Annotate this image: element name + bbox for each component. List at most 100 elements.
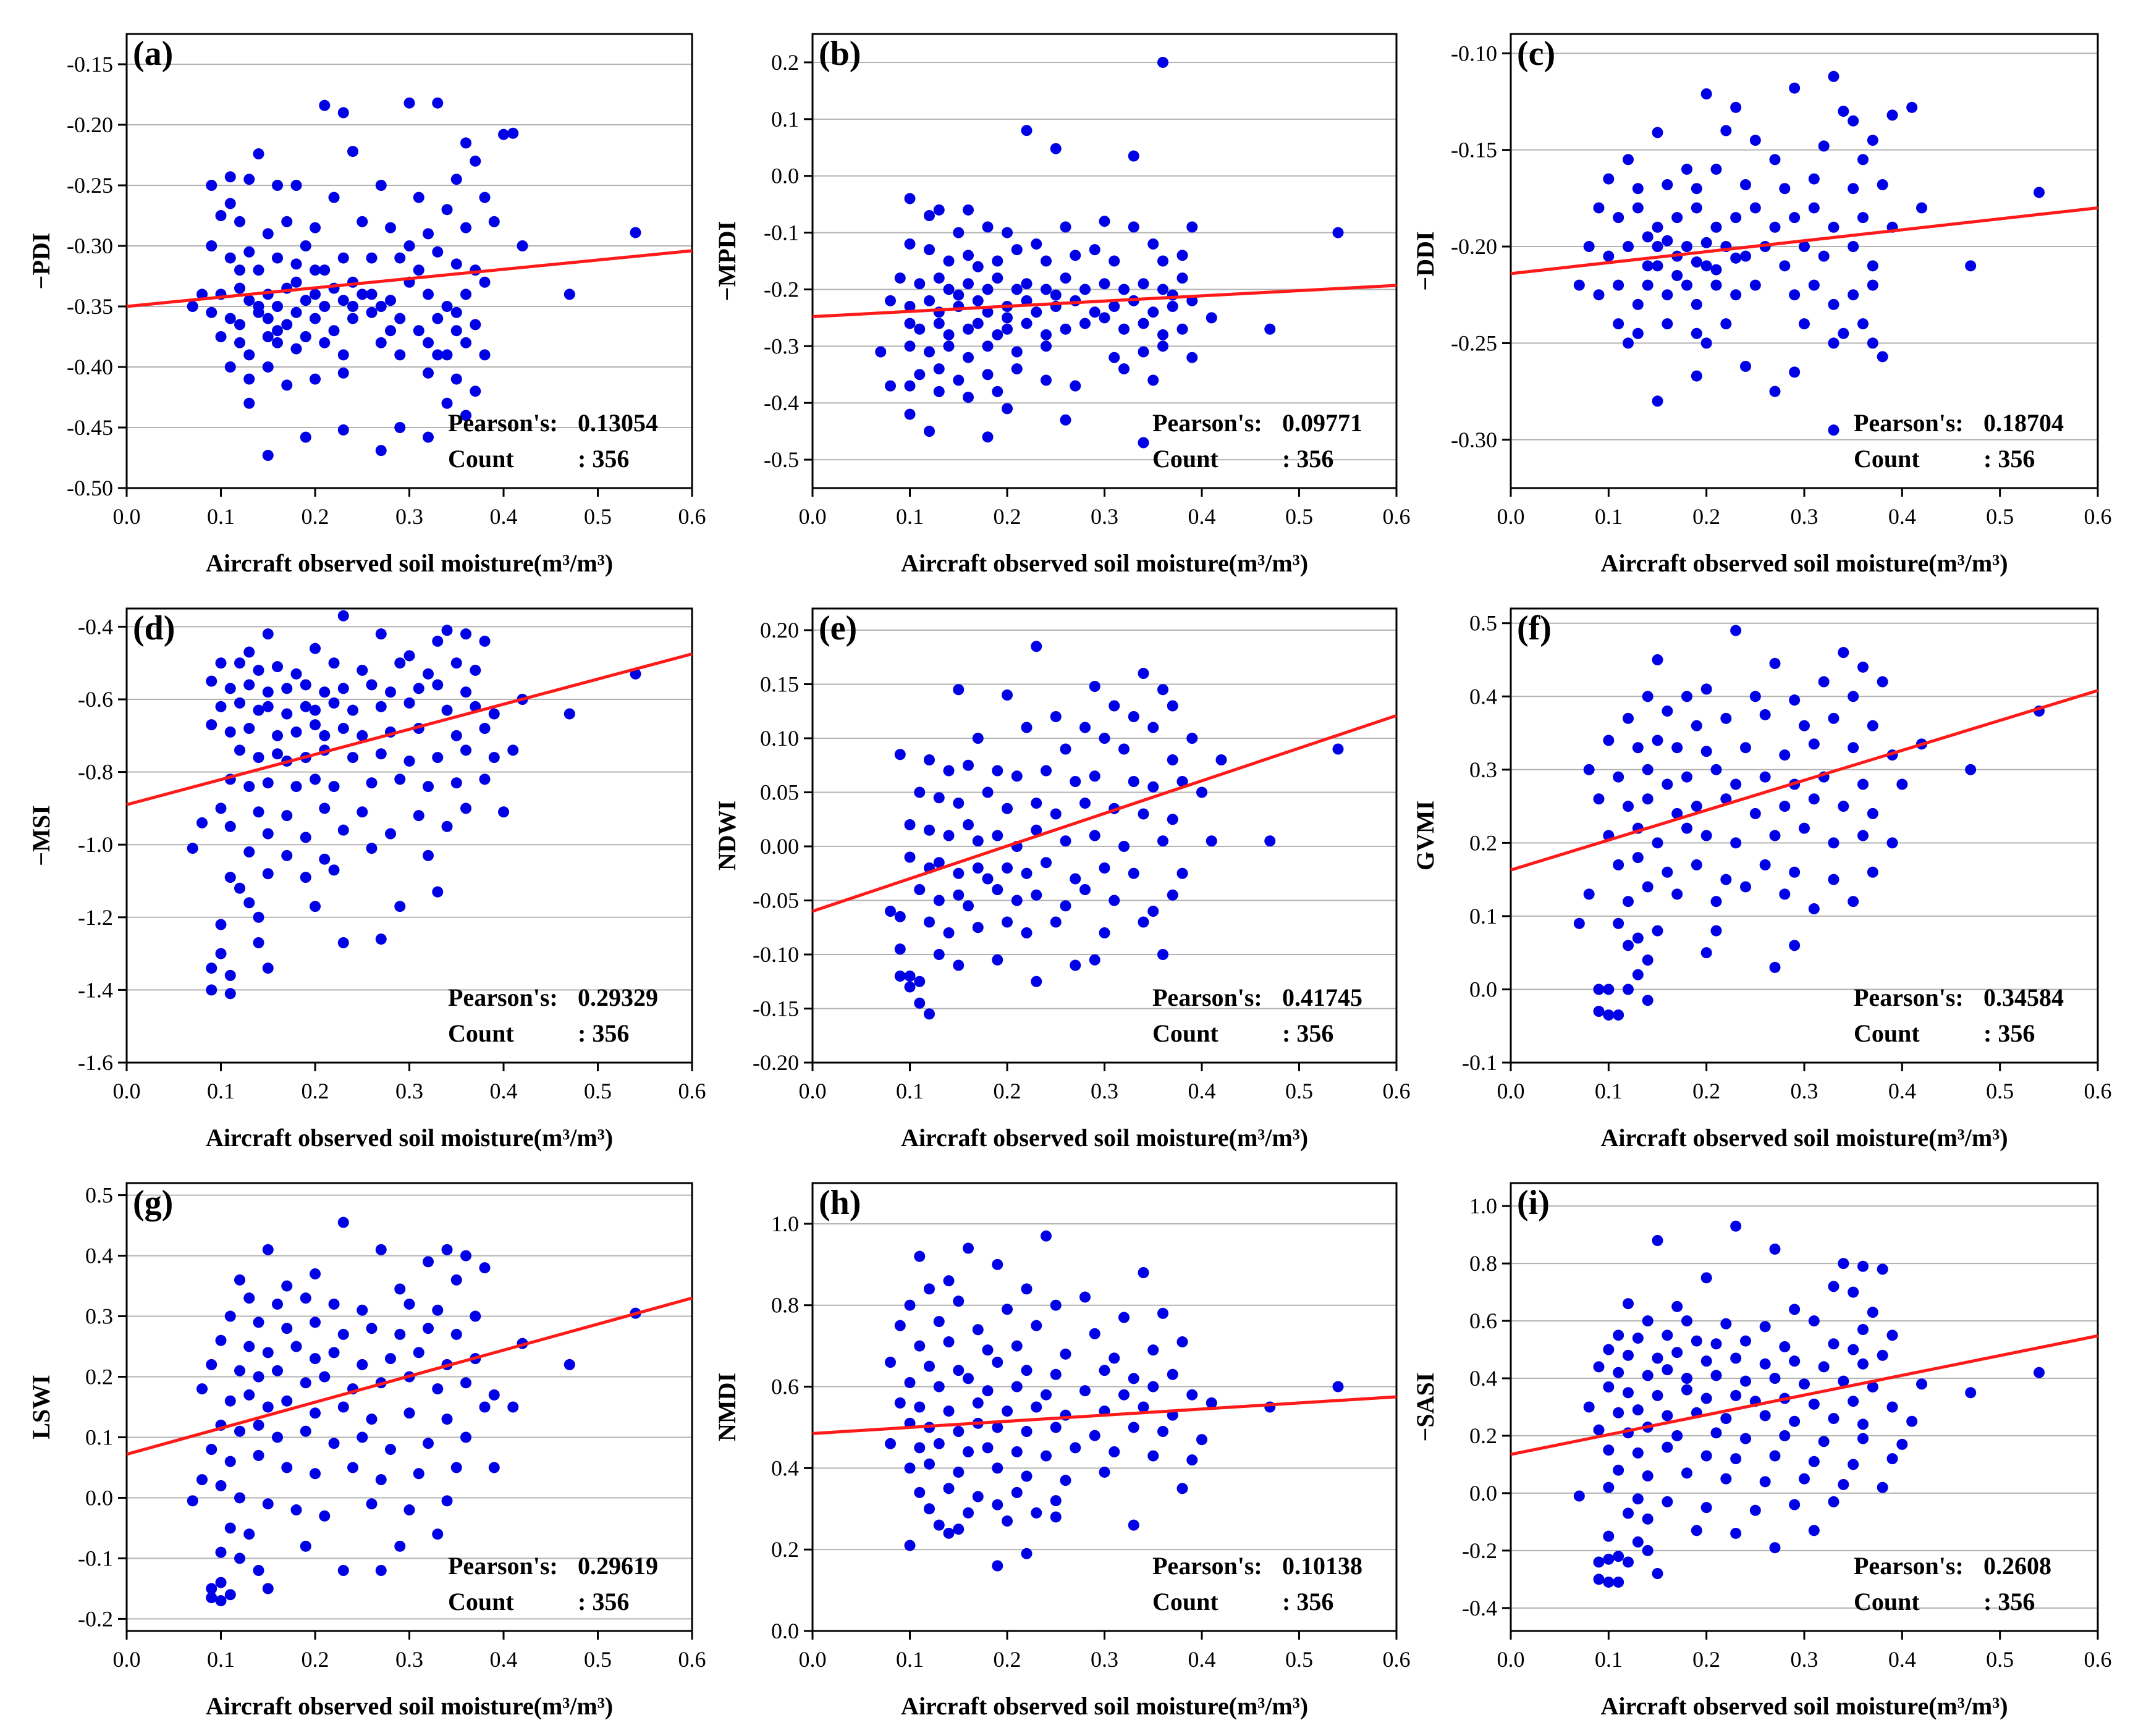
scatter-point <box>337 107 349 119</box>
scatter-point <box>1206 1397 1217 1409</box>
scatter-point <box>1759 859 1771 870</box>
scatter-point <box>310 1353 321 1365</box>
scatter-point <box>243 897 255 909</box>
scatter-point <box>1613 212 1624 224</box>
scatter-point <box>243 1341 255 1352</box>
scatter-point <box>1720 125 1732 137</box>
scatter-point <box>385 325 396 337</box>
scatter-point <box>328 781 340 793</box>
scatter-point <box>1662 1441 1673 1453</box>
x-tick-label: 0.5 <box>1986 504 2014 529</box>
scatter-point <box>262 228 274 240</box>
scatter-point <box>234 1492 245 1504</box>
scatter-point <box>234 1274 245 1286</box>
scatter-point <box>1681 1315 1692 1327</box>
scatter-point <box>1710 221 1722 233</box>
scatter-point <box>403 1504 415 1516</box>
scatter-point <box>1808 1456 1820 1467</box>
scatter-point <box>943 1483 955 1494</box>
scatter-point <box>1652 735 1663 746</box>
y-tick-label: 0.0 <box>771 1619 799 1643</box>
scatter-point <box>1196 786 1207 798</box>
x-tick-label: 0.6 <box>1383 1647 1411 1672</box>
regression-line <box>1510 689 2098 872</box>
y-tick-label: 0.2 <box>1469 830 1497 855</box>
scatter-point <box>1671 269 1683 281</box>
scatter-point <box>1886 1453 1898 1465</box>
scatter-point <box>1700 237 1712 248</box>
scatter-point <box>992 272 1003 284</box>
scatter-point <box>1623 801 1634 812</box>
scatter-point <box>1789 1499 1801 1511</box>
scatter-point <box>1886 1329 1898 1341</box>
y-tick-label: -0.25 <box>1451 331 1497 355</box>
scatter-point <box>1828 1496 1839 1507</box>
scatter-point <box>1769 1542 1781 1554</box>
scatter-point <box>1818 1361 1830 1373</box>
scatter-point <box>234 697 245 709</box>
pearson-value: 0.41745 <box>1282 984 1362 1011</box>
y-tick-label: -0.20 <box>67 112 113 137</box>
scatter-point <box>450 1462 462 1473</box>
scatter-point <box>1147 1344 1159 1356</box>
scatter-point <box>432 1383 444 1395</box>
scatter-point <box>1118 1389 1130 1401</box>
scatter-point <box>253 264 264 276</box>
scatter-point <box>337 824 349 836</box>
panel-label: (b) <box>819 35 861 73</box>
y-tick-label: -0.20 <box>753 1050 799 1075</box>
y-tick-label: -0.15 <box>1451 138 1497 162</box>
scatter-point <box>224 198 236 209</box>
scatter-point <box>963 352 974 363</box>
x-tick-label: 0.0 <box>799 1647 827 1672</box>
scatter-point <box>1089 244 1100 256</box>
scatter-point <box>1779 1430 1791 1441</box>
scatter-point <box>1691 1335 1702 1347</box>
scatter-point <box>1157 684 1168 696</box>
scatter-point <box>1710 1338 1722 1350</box>
scatter-point <box>963 1507 974 1519</box>
scatter-point <box>1886 1401 1898 1413</box>
scatter-point <box>1749 135 1761 146</box>
x-tick-label: 0.5 <box>1285 504 1313 529</box>
y-tick-label: -1.2 <box>78 905 113 930</box>
scatter-point <box>1730 625 1742 636</box>
scatter-point <box>1021 1365 1033 1376</box>
scatter-point <box>206 984 218 996</box>
y-tick-label: -0.25 <box>67 173 113 198</box>
scatter-point <box>1848 183 1859 195</box>
scatter-point <box>1789 866 1801 878</box>
scatter-point <box>1593 1361 1605 1373</box>
scatter-point <box>1916 202 1927 214</box>
panel-label: (d) <box>133 609 175 647</box>
scatter-point <box>1021 1470 1033 1482</box>
scatter-point <box>423 849 434 861</box>
scatter-point <box>272 1298 283 1310</box>
scatter-point <box>347 752 358 764</box>
scatter-point <box>262 313 274 324</box>
x-tick-label: 0.4 <box>1888 504 1916 529</box>
scatter-point <box>450 1274 462 1286</box>
scatter-point <box>347 276 358 288</box>
x-tick-label: 0.2 <box>302 1647 329 1672</box>
scatter-point <box>366 306 378 318</box>
scatter-point <box>992 1422 1003 1433</box>
scatter-point <box>413 1468 424 1480</box>
scatter-point <box>262 686 274 698</box>
scatter-point <box>375 445 387 457</box>
scatter-point <box>1652 1568 1663 1580</box>
scatter-point <box>1759 1410 1771 1422</box>
scatter-point <box>1906 1415 1918 1427</box>
scatter-point <box>253 752 264 764</box>
scatter-point <box>1623 1556 1634 1568</box>
scatter-point <box>1167 1368 1178 1380</box>
scatter-point <box>914 369 926 381</box>
y-tick-label: 0.1 <box>85 1425 113 1449</box>
scatter-point <box>479 723 491 735</box>
scatter-point <box>992 1560 1003 1572</box>
scatter-point <box>262 1244 274 1255</box>
scatter-point <box>337 1216 349 1228</box>
scatter-point <box>1652 1389 1663 1401</box>
scatter-point <box>1623 1387 1634 1399</box>
scatter-point <box>1128 1422 1139 1433</box>
